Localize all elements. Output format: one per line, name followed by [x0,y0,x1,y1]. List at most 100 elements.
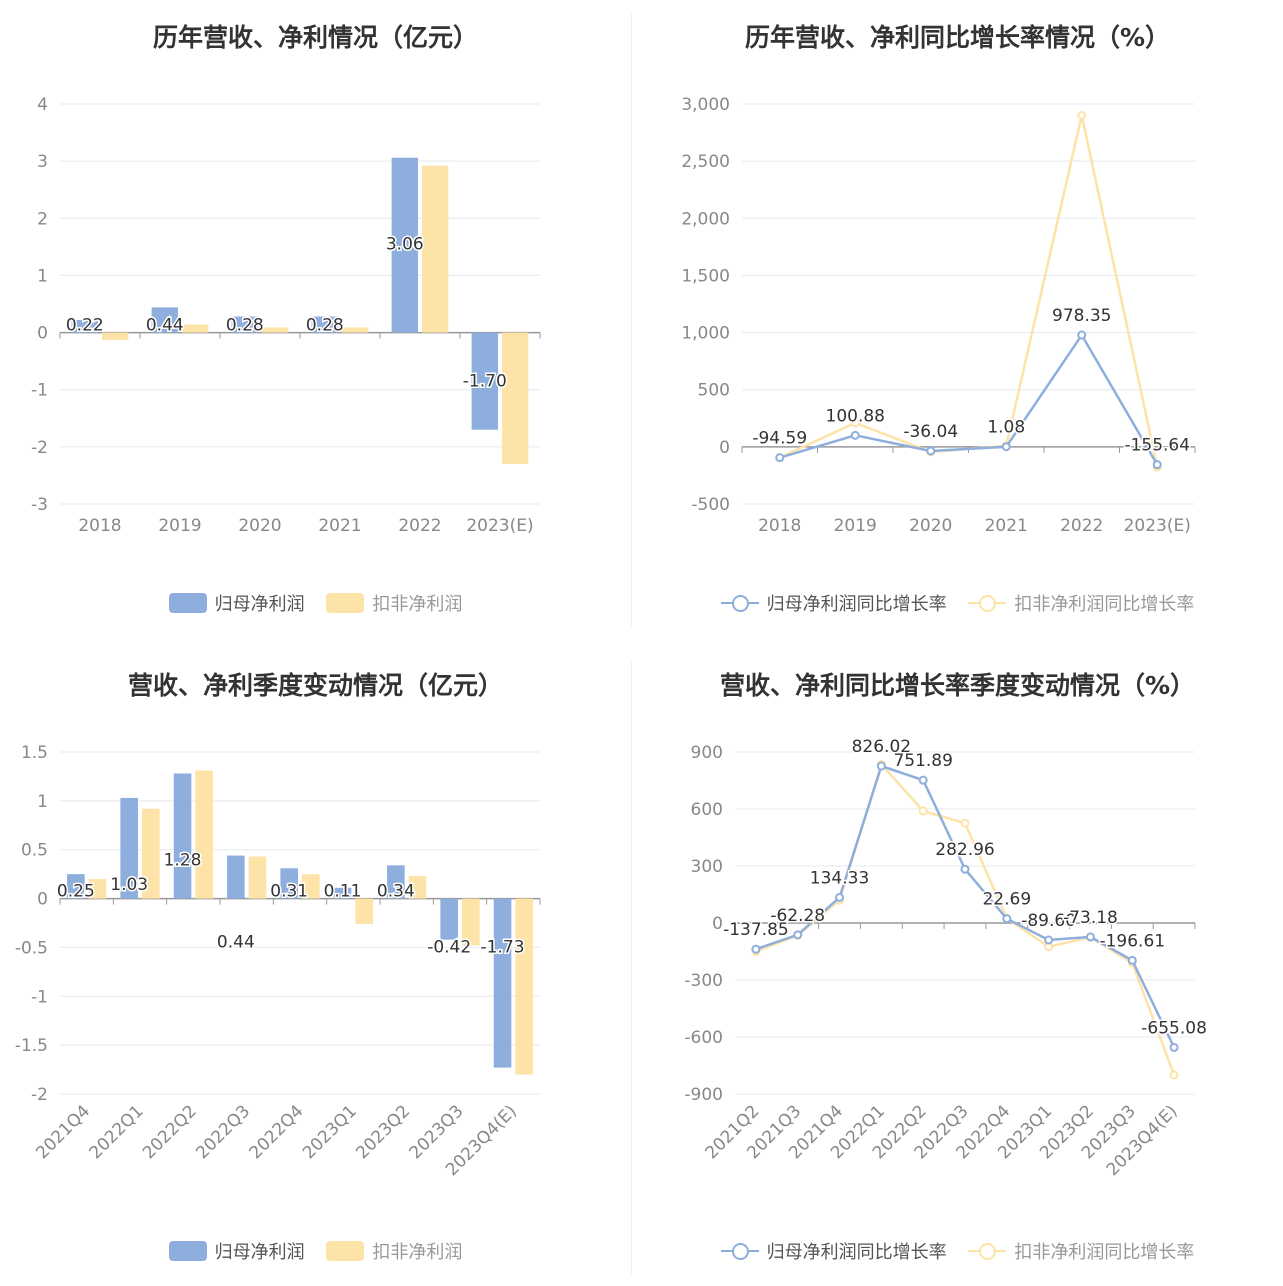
y-tick-label: -900 [684,1085,723,1105]
legend-label: 扣非净利润 [372,594,463,615]
bar-parent-net-profit [311,316,338,333]
data-label: -1.73 [481,938,525,958]
legend-label: 扣非净利润同比增长率 [1014,1242,1195,1263]
bar-deducted-net-profit [102,332,129,340]
x-tick-label: 2023Q2 [352,1101,414,1163]
y-tick-label: -600 [684,1028,723,1048]
legend-swatch-yellow-line [968,593,1007,613]
point-parent-growth [1001,442,1011,452]
panel-divider-top [631,14,632,626]
x-tick-label: 2022Q2 [139,1101,201,1163]
quarterly-growth-line-chart: -900-600-30003006009002021Q22021Q32021Q4… [684,736,1208,1181]
y-tick-label: 900 [691,743,723,763]
bar-parent-net-profit [391,157,418,333]
x-tick-label: 2019 [834,516,877,536]
x-tick-label: 2021 [985,516,1028,536]
legend-item-deducted-net-profit[interactable]: 扣非净利润 [326,590,462,616]
chart-legend: 归母净利润同比增长率 扣非净利润同比增长率 [632,1238,1283,1266]
legend-item-parent-growth[interactable]: 归母净利润同比增长率 [720,590,947,616]
y-tick-label: 1 [37,792,48,812]
annual-growth-chart-panel: 历年营收、净利同比增长率情况（%） -500 0 500 1,000 1,500 2,00… [632,0,1283,643]
legend-item-parent-growth[interactable]: 归母净利润同比增长率 [720,1238,947,1264]
y-tick-label: -2 [31,438,48,458]
data-label: 0.44 [146,316,184,336]
quarterly-profit-bar-chart: -2-1.5-1-0.500.511.52021Q42022Q12022Q220… [15,743,541,1180]
chart-title: 历年营收、净利同比增长率情况（%） [744,23,1171,52]
point-deducted-growth [1077,110,1087,120]
y-tick-label: 3,000 [681,95,730,115]
x-tick-label: 2022 [1060,516,1103,536]
point-parent-growth [1152,460,1162,470]
bar-parent-net-profit [387,865,405,899]
y-tick-label: 0 [712,914,723,934]
data-label: 1.08 [987,418,1025,438]
bar-deducted-net-profit [502,332,529,464]
annual-profit-chart-panel: 历年营收、净利情况（亿元） -3 -2 -1 0 1 2 3 4 2018 2019 2020 202… [0,0,631,643]
x-tick-label: 2022Q1 [86,1101,148,1163]
point-parent-growth [1085,932,1095,942]
quarterly-profit-chart-panel: 营收、净利季度变动情况（亿元） -2 -1.5 -1 -0.5 0 0.5 1 1.5 2021… [0,648,631,1286]
y-tick-label: -3 [31,495,48,515]
quarterly-growth-chart-panel: 营收、净利同比增长率季度变动情况（%） -900 -600 -300 0 300 600 9… [632,648,1283,1286]
y-tick-label: 1 [37,266,48,286]
bar-deducted-net-profit [462,898,480,946]
x-tick-label: 2018 [78,516,121,536]
x-tick-label: 2023Q1 [299,1101,361,1163]
point-parent-growth [775,453,785,463]
y-tick-label: 2 [37,209,48,229]
bar-parent-net-profit [173,773,192,899]
bar-parent-net-profit [151,307,178,333]
bar-deducted-net-profit [195,770,213,899]
annual-growth-line-chart: -500 0 500 1,000 1,500 2,000 2,500 3,000 2018 201… [681,95,1196,536]
point-parent-growth [1127,955,1137,965]
bar-parent-net-profit [493,898,512,1068]
bar-parent-net-profit [231,316,258,333]
data-label: 134.33 [810,868,869,888]
data-label: -0.42 [427,938,471,958]
y-tick-label: 300 [691,857,723,877]
bar-deducted-net-profit [142,808,160,899]
y-tick-label: -1 [31,987,48,1007]
x-tick-label: 2018 [758,516,801,536]
y-tick-label: 2,000 [681,209,730,229]
bar-deducted-net-profit [182,324,209,333]
x-tick-label: 2021 [318,516,361,536]
data-label: 751.89 [893,751,952,771]
y-tick-label: -500 [691,495,730,515]
x-tick-label: 2022Q4 [246,1101,308,1163]
data-label: 0.44 [217,933,255,953]
legend-swatch-blue-line [720,1241,759,1261]
x-tick-label: 2023(E) [1124,516,1191,536]
y-tick-label: -1 [31,381,48,401]
point-parent-growth [876,761,886,771]
legend-label: 归母净利润同比增长率 [766,1242,947,1263]
point-parent-growth [1169,1042,1179,1052]
data-label: -94.59 [752,429,807,449]
point-parent-growth [751,944,761,954]
bar-parent-net-profit [120,797,138,899]
chart-legend: 归母净利润同比增长率 扣非净利润同比增长率 [632,590,1283,618]
legend-label: 扣非净利润 [372,1242,463,1263]
legend-item-deducted-growth[interactable]: 扣非净利润同比增长率 [968,590,1194,616]
point-parent-growth [850,430,860,440]
y-tick-label: -1.5 [15,1036,48,1056]
legend-item-deducted-net-profit[interactable]: 扣非净利润 [326,1238,462,1264]
legend-item-deducted-growth[interactable]: 扣非净利润同比增长率 [968,1238,1194,1264]
y-tick-label: 1,000 [681,324,730,344]
chart-title: 营收、净利季度变动情况（亿元） [127,671,503,700]
data-label: 0.22 [66,316,104,336]
legend-item-parent-net-profit[interactable]: 归母净利润 [168,1238,305,1264]
x-tick-label: 2019 [158,516,201,536]
data-label: 1.28 [164,850,202,870]
data-label: 0.31 [270,882,308,902]
legend-item-parent-net-profit[interactable]: 归母净利润 [168,590,305,616]
bar-deducted-net-profit [355,898,373,924]
data-label: 0.28 [306,316,344,336]
y-tick-label: 1.5 [21,743,48,763]
y-tick-label: 1,500 [681,266,730,286]
data-label: 978.35 [1052,306,1111,326]
chart-title: 历年营收、净利情况（亿元） [152,23,478,52]
point-parent-growth [1044,935,1054,945]
y-tick-label: 500 [698,381,730,401]
data-label: -62.28 [770,906,825,926]
